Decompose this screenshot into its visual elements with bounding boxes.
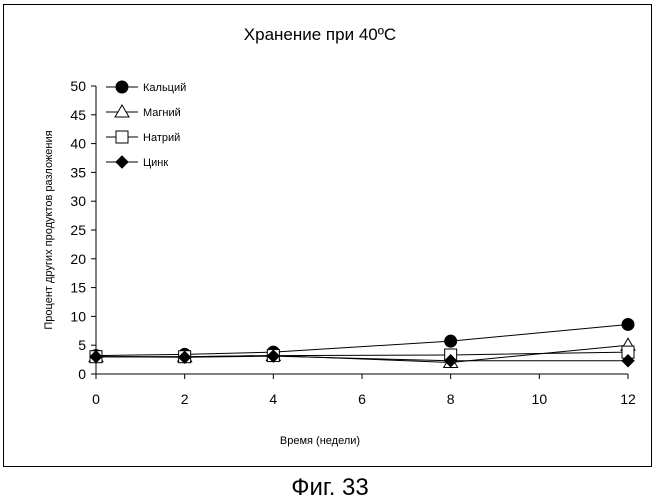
data-point	[622, 318, 634, 330]
x-axis-label: Время (недели)	[280, 435, 360, 447]
y-tick-label: 15	[70, 280, 86, 296]
y-tick-label: 40	[70, 136, 86, 152]
x-tick-label: 2	[181, 391, 189, 407]
legend: Кальций Магний Натрий Цинк	[106, 81, 186, 169]
series-group	[89, 318, 635, 367]
x-tick-label: 8	[447, 391, 455, 407]
series-line	[96, 356, 628, 361]
y-tick-label: 50	[70, 78, 86, 94]
y-tick-label: 10	[70, 308, 86, 324]
series-line	[96, 324, 628, 355]
legend-label: Натрий	[143, 132, 180, 144]
legend-marker	[116, 156, 128, 168]
x-tick-label: 4	[269, 391, 277, 407]
chart-title: Хранение при 40ºC	[244, 25, 396, 44]
figure-caption: Фиг. 33	[0, 474, 660, 502]
y-tick-label: 0	[78, 366, 86, 382]
chart: Хранение при 40ºC Процент других продукт…	[0, 0, 660, 470]
y-axis-label: Процент других продуктов разложения	[43, 130, 55, 329]
y-tick-label: 35	[70, 164, 86, 180]
data-point	[445, 335, 457, 347]
y-tick-label: 20	[70, 251, 86, 267]
legend-label: Цинк	[143, 157, 168, 169]
x-tick-label: 10	[532, 391, 548, 407]
x-tick-label: 0	[92, 391, 100, 407]
axes: 0 5 10 15 20 25 30 35 40 45 50 0 2 4 6 8 10 12	[70, 78, 636, 407]
legend-marker	[115, 105, 129, 117]
legend-label: Кальций	[143, 82, 186, 94]
legend-marker	[116, 81, 128, 93]
y-tick-label: 45	[70, 107, 86, 123]
legend-label: Магний	[143, 107, 181, 119]
y-tick-label: 5	[78, 337, 86, 353]
x-tick-label: 6	[358, 391, 366, 407]
y-tick-label: 25	[70, 222, 86, 238]
x-tick-label: 12	[620, 391, 636, 407]
y-tick-label: 30	[70, 193, 86, 209]
legend-marker	[116, 131, 128, 143]
